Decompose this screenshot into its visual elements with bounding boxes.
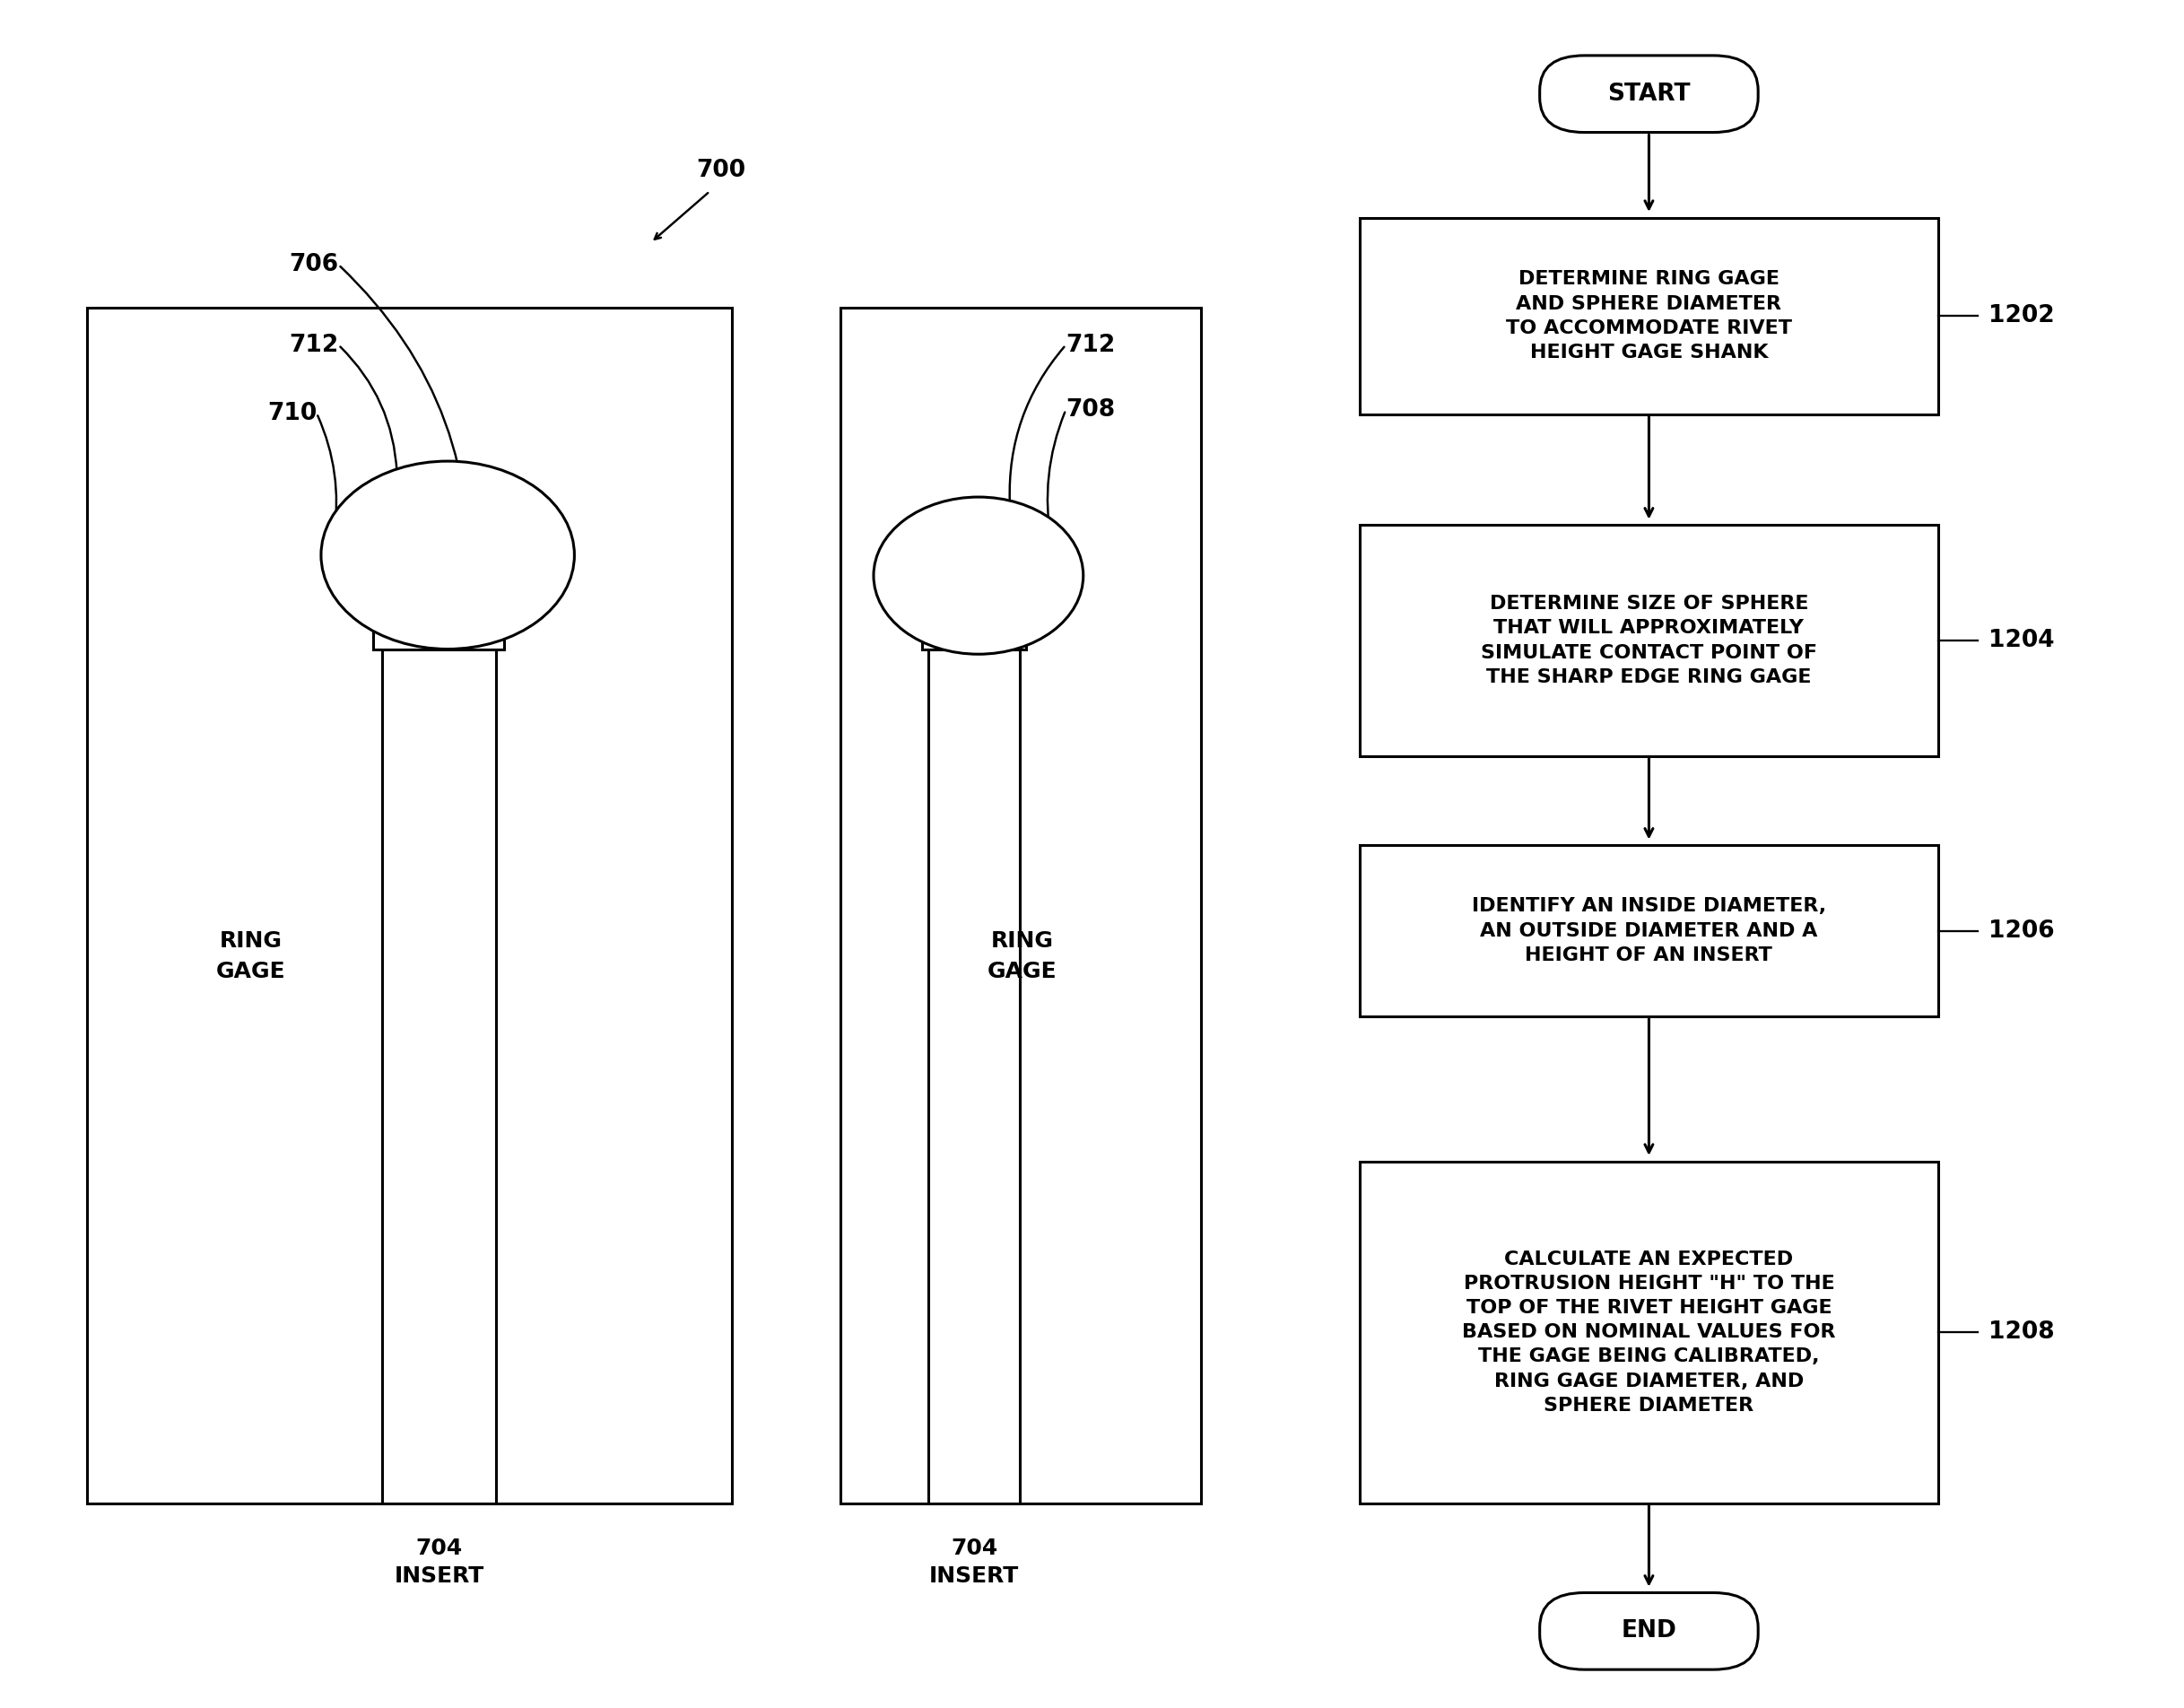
- FancyBboxPatch shape: [1540, 1592, 1758, 1670]
- Text: 1208: 1208: [1987, 1320, 2055, 1344]
- FancyBboxPatch shape: [1540, 55, 1758, 133]
- Text: IDENTIFY AN INSIDE DIAMETER,
AN OUTSIDE DIAMETER AND A
HEIGHT OF AN INSERT: IDENTIFY AN INSIDE DIAMETER, AN OUTSIDE …: [1472, 897, 1826, 965]
- Bar: [1358, 845, 1939, 1016]
- Bar: [1358, 526, 1939, 755]
- Text: DETERMINE RING GAGE
AND SPHERE DIAMETER
TO ACCOMMODATE RIVET
HEIGHT GAGE SHANK: DETERMINE RING GAGE AND SPHERE DIAMETER …: [1505, 270, 1793, 362]
- Text: 708: 708: [1066, 398, 1116, 422]
- Text: 1204: 1204: [1987, 629, 2055, 652]
- Text: RING
GAGE: RING GAGE: [987, 931, 1057, 982]
- Text: 706: 706: [288, 253, 339, 277]
- Bar: [1358, 1161, 1939, 1503]
- Ellipse shape: [321, 461, 574, 649]
- Text: 1202: 1202: [1987, 304, 2055, 328]
- Text: RING
GAGE: RING GAGE: [216, 931, 286, 982]
- Bar: [922, 611, 1026, 649]
- Text: 704
INSERT: 704 INSERT: [928, 1537, 1020, 1587]
- Text: 1206: 1206: [1987, 919, 2055, 943]
- Bar: [841, 307, 1201, 1503]
- Text: 710: 710: [266, 401, 317, 425]
- Text: 712: 712: [1066, 333, 1116, 357]
- Text: 704
INSERT: 704 INSERT: [393, 1537, 485, 1587]
- Text: 700: 700: [697, 159, 745, 183]
- Bar: [928, 649, 1020, 1503]
- Text: DETERMINE SIZE OF SPHERE
THAT WILL APPROXIMATELY
SIMULATE CONTACT POINT OF
THE S: DETERMINE SIZE OF SPHERE THAT WILL APPRO…: [1481, 594, 1817, 687]
- Bar: [87, 307, 732, 1503]
- Text: CALCULATE AN EXPECTED
PROTRUSION HEIGHT "H" TO THE
TOP OF THE RIVET HEIGHT GAGE
: CALCULATE AN EXPECTED PROTRUSION HEIGHT …: [1461, 1250, 1837, 1414]
- Bar: [382, 649, 496, 1503]
- Text: END: END: [1621, 1619, 1677, 1643]
- Text: 712: 712: [288, 333, 339, 357]
- Ellipse shape: [874, 497, 1083, 654]
- Bar: [1358, 219, 1939, 415]
- Text: START: START: [1607, 82, 1690, 106]
- Bar: [373, 611, 505, 649]
